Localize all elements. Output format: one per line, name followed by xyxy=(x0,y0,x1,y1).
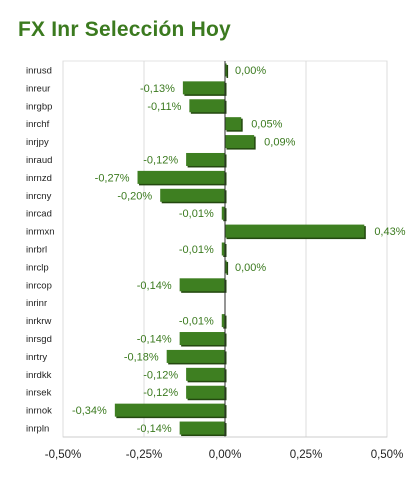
data-label: -0,18% xyxy=(124,351,159,363)
data-label: -0,34% xyxy=(72,405,107,417)
data-label: 0,05% xyxy=(251,119,282,131)
data-label: -0,01% xyxy=(179,244,214,256)
category-label: inrnzd xyxy=(26,173,52,184)
data-label: -0,01% xyxy=(179,208,214,220)
data-label: 0,00% xyxy=(235,65,266,77)
category-label: inrjpy xyxy=(26,137,49,148)
data-label: -0,12% xyxy=(143,369,178,381)
data-label: 0,09% xyxy=(264,137,295,149)
x-tick-label: 0,25% xyxy=(290,449,323,461)
data-label: -0,13% xyxy=(140,83,175,95)
category-label: inreur xyxy=(26,83,50,94)
category-label: inrbrl xyxy=(26,245,47,256)
data-label: -0,11% xyxy=(147,101,181,113)
x-tick-label: 0,00% xyxy=(209,449,242,461)
bar xyxy=(225,224,365,238)
bar xyxy=(225,260,227,274)
category-label: inrmxn xyxy=(26,227,55,238)
bar xyxy=(186,367,225,381)
bar xyxy=(179,421,225,435)
bar xyxy=(137,170,225,184)
category-label: inrnok xyxy=(26,406,52,417)
bar-shadow xyxy=(226,64,229,78)
category-label: inrdkk xyxy=(26,370,52,381)
category-label: inrcny xyxy=(26,191,52,202)
bar xyxy=(225,117,242,131)
bar xyxy=(182,81,225,95)
category-label: inrclp xyxy=(26,262,49,273)
bar xyxy=(221,314,225,328)
data-label: -0,27% xyxy=(95,172,130,184)
bar xyxy=(186,385,225,399)
category-label: inrkrw xyxy=(26,316,51,327)
category-label: inrusd xyxy=(26,65,52,76)
bar xyxy=(166,349,225,363)
data-label: -0,01% xyxy=(179,316,214,328)
x-tick-label: 0,50% xyxy=(371,449,404,461)
category-label: inrsek xyxy=(26,388,52,399)
data-label: -0,12% xyxy=(143,154,178,166)
category-label: inrpln xyxy=(26,424,49,435)
category-label: inrcop xyxy=(26,280,52,291)
data-label: -0,14% xyxy=(137,334,172,346)
bar xyxy=(160,188,225,202)
bar xyxy=(221,242,225,256)
category-label: inraud xyxy=(26,155,52,166)
category-label: inrsgd xyxy=(26,334,52,345)
bar-shadow xyxy=(226,261,229,275)
data-label: -0,12% xyxy=(143,387,178,399)
bar xyxy=(186,152,225,166)
x-tick-label: -0,25% xyxy=(126,449,162,461)
category-label: inrgbp xyxy=(26,101,52,112)
category-label: inrtry xyxy=(26,352,47,363)
data-label: 0,43% xyxy=(374,226,405,238)
bar xyxy=(179,278,225,292)
data-label: -0,20% xyxy=(117,190,152,202)
data-label: -0,14% xyxy=(137,280,172,292)
x-tick-label: -0,50% xyxy=(45,449,81,461)
bar xyxy=(225,63,227,77)
data-label: -0,14% xyxy=(137,423,172,435)
bar xyxy=(225,135,255,149)
bar xyxy=(221,206,225,220)
chart-title: FX Inr Selección Hoy xyxy=(18,18,231,41)
category-label: inrcad xyxy=(26,209,52,220)
bar xyxy=(179,332,225,346)
bar xyxy=(189,99,225,113)
bar xyxy=(114,403,225,417)
category-label: inrinr xyxy=(26,298,47,309)
data-label: 0,00% xyxy=(235,262,266,274)
category-label: inrchf xyxy=(26,119,50,130)
